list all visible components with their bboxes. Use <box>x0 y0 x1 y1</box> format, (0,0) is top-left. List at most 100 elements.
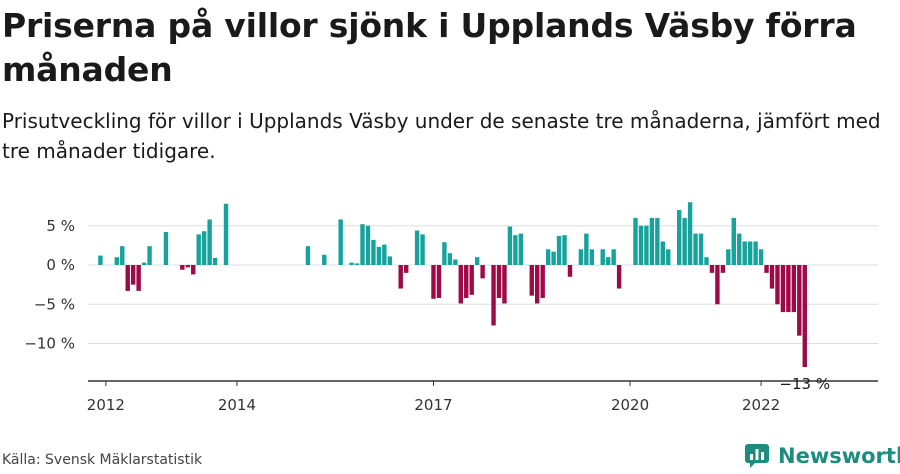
bar <box>136 265 141 291</box>
bar <box>687 202 693 265</box>
bar <box>545 249 551 265</box>
bar <box>98 255 103 265</box>
gridlines <box>88 225 878 344</box>
bar <box>382 244 387 265</box>
bar <box>769 265 775 289</box>
bar <box>600 249 605 265</box>
bar <box>338 219 343 265</box>
bar <box>464 265 469 298</box>
bar <box>562 235 567 265</box>
bar <box>305 246 311 265</box>
source-note: Källa: Svensk Mäklarstatistik <box>2 452 203 468</box>
bar <box>731 217 736 265</box>
bar <box>720 265 726 273</box>
y-tick-label: −5 % <box>34 295 75 313</box>
bar <box>458 265 463 304</box>
x-tick-label: 2020 <box>611 396 649 414</box>
bar <box>638 225 644 265</box>
bar <box>655 217 660 265</box>
bar <box>196 234 201 265</box>
bar <box>556 235 562 265</box>
bar <box>786 265 791 313</box>
bar <box>567 265 573 277</box>
bar <box>589 249 595 265</box>
bar <box>666 249 671 265</box>
bar <box>775 265 780 305</box>
bar <box>715 265 720 305</box>
bar <box>726 249 731 265</box>
bar <box>797 265 802 336</box>
bar <box>398 265 403 289</box>
bar <box>141 262 147 265</box>
bar <box>584 233 589 265</box>
bar <box>491 265 496 326</box>
bar <box>518 233 524 265</box>
bars <box>98 202 807 368</box>
bar <box>163 232 169 265</box>
bar <box>201 231 207 265</box>
bar <box>212 257 218 265</box>
axes <box>88 380 878 386</box>
last-value-label: −13 % <box>779 375 830 393</box>
bar <box>709 265 715 273</box>
bar <box>791 265 797 313</box>
bar <box>480 265 485 279</box>
y-tick-label: 0 % <box>46 256 75 274</box>
bar <box>447 253 453 265</box>
bar <box>223 203 229 265</box>
bar <box>644 225 649 265</box>
bar <box>403 265 409 273</box>
bar <box>349 262 354 265</box>
bar <box>507 226 513 265</box>
bar <box>371 239 376 265</box>
bar <box>747 241 753 265</box>
bar <box>207 219 212 265</box>
y-tick-label: 5 % <box>46 217 75 235</box>
bar <box>502 265 507 304</box>
labels: 5 % 0 % −5 % −10 % 2012 2014 2017 2020 2022 −13 % <box>24 217 830 414</box>
bar <box>660 241 665 265</box>
bar <box>420 234 425 265</box>
bar <box>496 265 502 298</box>
bar <box>474 257 480 265</box>
bar <box>354 263 360 265</box>
bar <box>387 256 392 265</box>
bar <box>365 225 371 265</box>
bar <box>125 265 130 291</box>
x-tick-label: 2012 <box>87 396 125 414</box>
bar <box>616 265 622 289</box>
bar <box>376 246 382 265</box>
x-tick-label: 2014 <box>218 396 256 414</box>
bar <box>180 265 185 270</box>
bar <box>633 217 638 265</box>
bar <box>693 233 698 265</box>
page-title: Priserna på villor sjönk i Upplands Väsb… <box>2 6 857 89</box>
bar <box>540 265 545 298</box>
bar <box>578 249 584 265</box>
bar <box>414 230 420 265</box>
bar <box>704 257 709 265</box>
bar <box>753 241 758 265</box>
bar <box>535 265 540 304</box>
bar <box>436 265 442 298</box>
bar <box>698 233 704 265</box>
bar <box>551 251 556 265</box>
bar <box>322 254 327 265</box>
bar <box>130 265 136 285</box>
bar <box>431 265 436 299</box>
bar <box>513 235 518 265</box>
bar <box>453 259 458 265</box>
bar <box>802 265 807 368</box>
brand-logo: Newsworthy <box>744 440 900 472</box>
bar <box>764 265 769 273</box>
bar <box>191 265 196 275</box>
bar <box>120 246 125 265</box>
bar <box>469 265 474 295</box>
bar <box>682 217 687 265</box>
x-tick-label: 2022 <box>742 396 780 414</box>
newsworthy-icon <box>745 444 769 468</box>
bar <box>360 224 365 265</box>
brand-name: Newsworthy <box>778 444 900 468</box>
bar <box>758 249 764 265</box>
